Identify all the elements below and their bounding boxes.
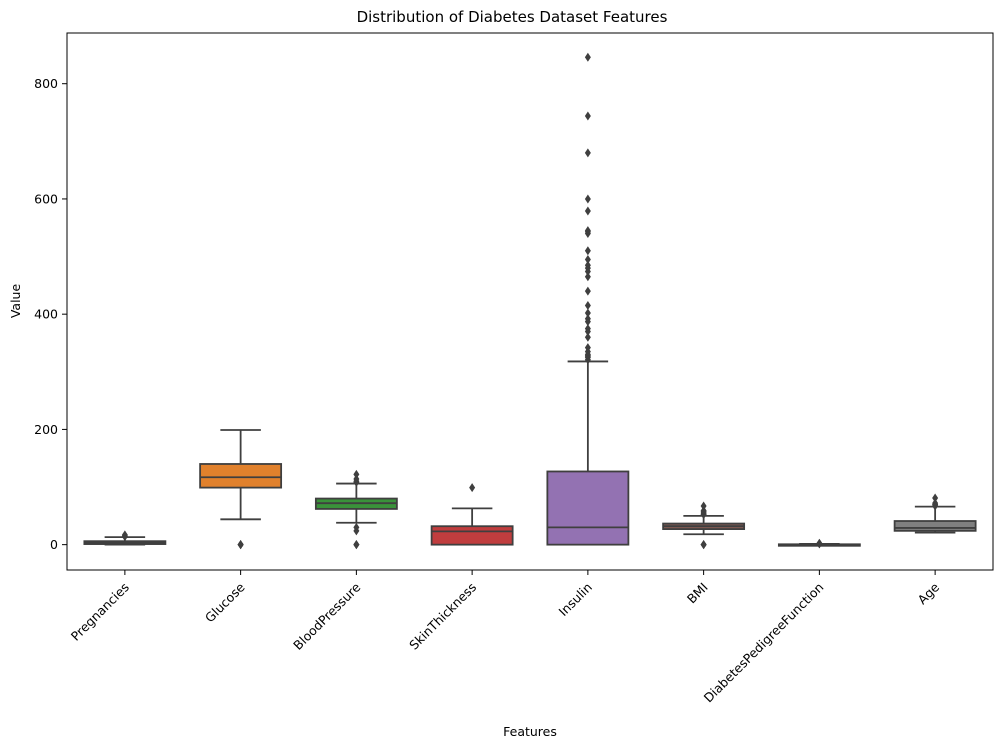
outlier-point (584, 272, 591, 282)
outlier-point (932, 498, 939, 508)
box-skinthickness (430, 483, 514, 546)
outlier-point (469, 483, 476, 493)
outlier-point (584, 246, 591, 256)
box-bloodpressure (314, 469, 398, 550)
x-tick-label: BMI (684, 580, 711, 607)
box-insulin (546, 52, 630, 546)
outlier-point (584, 148, 591, 158)
y-axis-label: Value (8, 284, 23, 319)
outlier-point (584, 301, 591, 311)
box-body (546, 470, 630, 546)
outlier-point (353, 469, 360, 479)
x-tick-label: Glucose (202, 579, 248, 625)
outlier-point (932, 493, 939, 503)
outlier-point (584, 52, 591, 62)
x-tick-label: Age (915, 579, 943, 607)
box-age (893, 493, 977, 534)
outlier-point (584, 226, 591, 236)
x-tick-label: BloodPressure (290, 579, 364, 653)
x-tick-label: Insulin (555, 580, 595, 620)
plot-area (83, 52, 977, 550)
box-body (199, 463, 283, 489)
outlier-point (584, 111, 591, 121)
x-tick-label: Pregnancies (68, 580, 132, 644)
outlier-point (700, 501, 707, 511)
plot-frame (66, 32, 994, 571)
outlier-point (584, 254, 591, 264)
x-tick-label: DiabetesPedigreeFunction (701, 580, 827, 706)
outlier-point (584, 286, 591, 296)
box-pregnancies (83, 530, 167, 546)
x-tick-label: SkinThickness (406, 580, 479, 653)
x-axis: Pregnancies Glucose BloodPressure SkinThick… (68, 570, 943, 706)
outlier-point (584, 324, 591, 334)
x-axis-label: Features (503, 724, 557, 739)
outlier-point (584, 314, 591, 324)
outlier-point (121, 530, 128, 540)
outlier-point (584, 194, 591, 204)
box-body (430, 525, 514, 546)
chart-title: Distribution of Diabetes Dataset Feature… (357, 8, 668, 26)
box-glucose (199, 429, 283, 550)
y-tick-label: 600 (34, 191, 58, 206)
outlier-point (353, 522, 360, 532)
outlier-point (584, 343, 591, 353)
outlier-point (816, 538, 823, 548)
box-diabetespedigreefunction (777, 538, 861, 549)
outlier-point (584, 206, 591, 216)
outlier-point (700, 540, 707, 550)
outlier-point (584, 332, 591, 342)
y-tick-label: 200 (34, 422, 58, 437)
outlier-point (353, 474, 360, 484)
y-tick-label: 800 (34, 76, 58, 91)
outlier-point (353, 540, 360, 550)
y-axis: 0 200 400 600 800 (34, 76, 67, 552)
outlier-point (584, 308, 591, 318)
box-bmi (662, 501, 746, 550)
box-body (893, 520, 977, 532)
outlier-point (237, 540, 244, 550)
y-tick-label: 0 (50, 537, 58, 552)
outlier-point (700, 506, 707, 516)
y-tick-label: 400 (34, 307, 58, 322)
outlier-point (584, 260, 591, 270)
